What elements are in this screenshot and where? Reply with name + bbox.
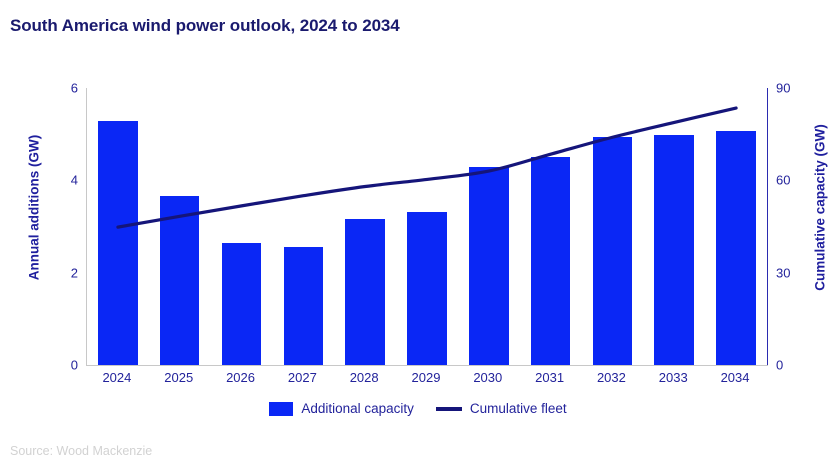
bar-slot (334, 88, 396, 365)
x-axis-tick-labels: 2024 2025 2026 2027 2028 2029 2030 2031 2032 2033… (86, 370, 766, 385)
y-tick-label-right: 30 (776, 265, 791, 281)
bar[interactable] (159, 196, 200, 365)
x-tick-label: 2032 (596, 370, 626, 385)
y-axis-title-right: Cumulative capacity (GW) (812, 124, 828, 291)
x-tick-label: 2028 (349, 370, 379, 385)
bar[interactable] (530, 157, 571, 365)
x-tick-label: 2024 (102, 370, 132, 385)
bar-slot (149, 88, 211, 365)
legend-bar-swatch-icon (269, 401, 294, 416)
y-tick-label-left: 2 (70, 265, 78, 281)
bar-slot (211, 88, 273, 365)
bar-series-additional-capacity (87, 88, 767, 365)
x-tick-label: 2025 (164, 370, 194, 385)
x-tick-label: 2026 (226, 370, 255, 385)
y-tick-label-right: 60 (776, 172, 791, 188)
legend-label-additional-capacity: Additional capacity (301, 401, 414, 416)
bar-slot (705, 88, 767, 365)
bar[interactable] (98, 121, 138, 365)
bar[interactable] (221, 243, 262, 365)
x-tick-label: 2030 (473, 370, 503, 385)
bar[interactable] (345, 219, 385, 365)
bar-slot (458, 88, 520, 365)
y-tick-label-left: 0 (70, 357, 78, 373)
bar[interactable] (469, 167, 509, 365)
legend-item-cumulative-fleet[interactable]: Cumulative fleet (435, 401, 567, 416)
bar[interactable] (654, 135, 694, 365)
chart-title: South America wind power outlook, 2024 t… (10, 16, 400, 35)
bar-slot (520, 88, 582, 365)
x-axis-line (86, 365, 768, 366)
y-tick-label-left: 6 (70, 80, 78, 96)
bar[interactable] (407, 212, 447, 365)
bar-slot (643, 88, 705, 365)
y-tick-label-right: 90 (776, 80, 791, 96)
bar-slot (396, 88, 458, 365)
y-tick-label-left: 4 (70, 172, 78, 188)
y-axis-title-left: Annual additions (GW) (26, 134, 42, 281)
bar[interactable] (283, 247, 324, 365)
chart-legend: Additional capacity Cumulative fleet (0, 401, 836, 416)
x-tick-label: 2027 (287, 370, 317, 385)
bar-slot (272, 88, 334, 365)
source-attribution: Source: Wood Mackenzie (10, 444, 153, 458)
x-tick-label: 2033 (658, 370, 688, 385)
y-tick-label-right: 0 (776, 357, 784, 373)
bar[interactable] (716, 131, 756, 365)
bar-slot (582, 88, 644, 365)
bar-slot (87, 88, 149, 365)
bar[interactable] (592, 137, 633, 365)
legend-label-cumulative-fleet: Cumulative fleet (469, 401, 567, 416)
x-tick-label: 2031 (535, 370, 565, 385)
x-tick-label: 2034 (720, 370, 750, 385)
legend-line-swatch-icon (435, 406, 462, 411)
plot-area: 0 2 4 6 0 30 60 90 (71, 81, 791, 373)
legend-item-additional-capacity[interactable]: Additional capacity (269, 401, 414, 416)
x-tick-label: 2029 (411, 370, 441, 385)
